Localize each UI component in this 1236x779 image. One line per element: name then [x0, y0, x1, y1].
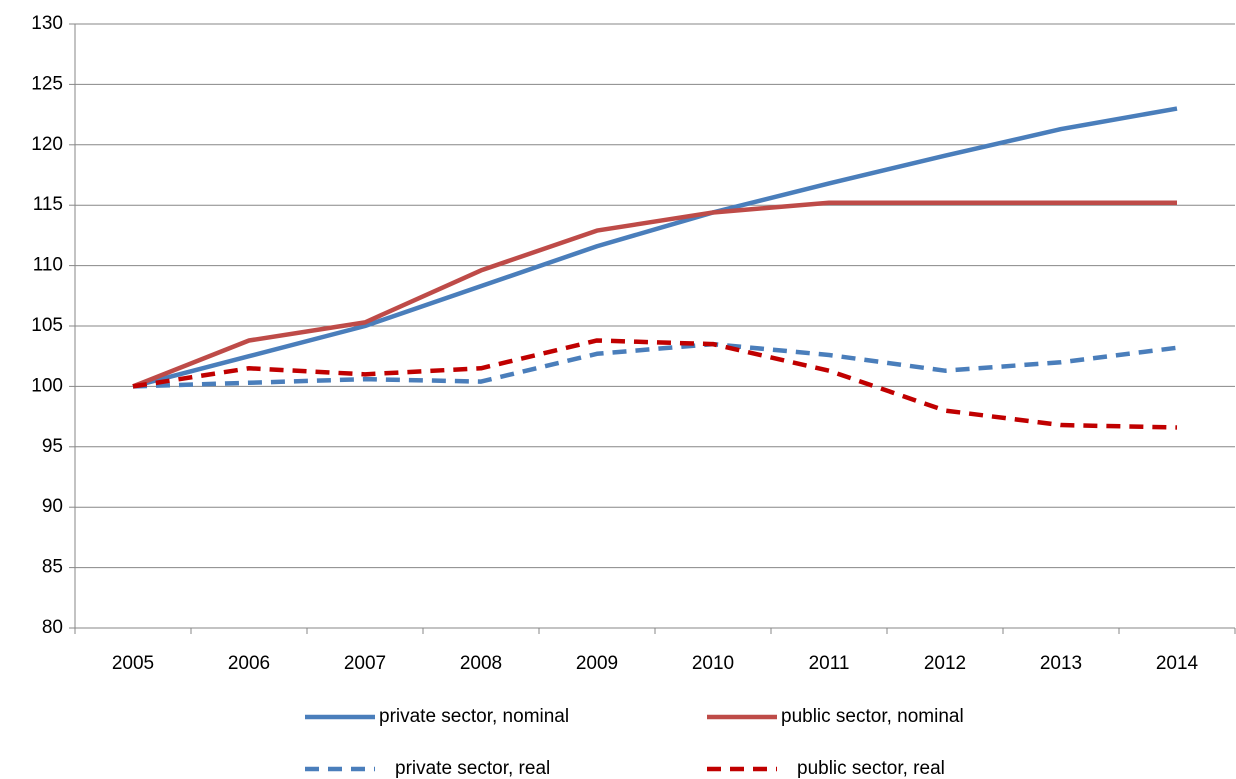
series-line: [132, 341, 1178, 389]
legend-label: public sector, nominal: [781, 706, 964, 727]
legend-label: private sector, nominal: [379, 706, 569, 727]
y-tick-label: 105: [31, 315, 63, 336]
y-tick-label: 110: [33, 255, 63, 276]
y-tick-label: 130: [31, 13, 63, 34]
series-line: [132, 106, 1178, 389]
x-tick-label: 2011: [809, 653, 850, 674]
y-tick-label: 115: [33, 194, 63, 215]
series-line: [132, 338, 1178, 430]
x-tick-label: 2013: [1040, 653, 1082, 674]
x-tick-label: 2012: [924, 653, 966, 674]
y-tick-label: 90: [42, 496, 63, 517]
x-tick-label: 2014: [1156, 653, 1199, 674]
y-tick-label: 120: [31, 134, 63, 155]
y-tick-label: 95: [42, 436, 63, 457]
series-line: [132, 200, 1177, 389]
y-tick-label: 125: [31, 73, 63, 94]
legend-label: public sector, real: [797, 758, 945, 779]
x-tick-label: 2005: [112, 653, 154, 674]
y-tick-label: 80: [42, 617, 63, 638]
x-tick-label: 2007: [344, 653, 386, 674]
x-tick-label: 2008: [460, 653, 502, 674]
x-tick-label: 2010: [692, 653, 734, 674]
x-tick-label: 2006: [228, 653, 270, 674]
x-tick-label: 2009: [576, 653, 618, 674]
y-tick-label: 85: [42, 557, 63, 578]
y-tick-label: 100: [31, 375, 63, 396]
legend-label: private sector, real: [395, 758, 550, 779]
